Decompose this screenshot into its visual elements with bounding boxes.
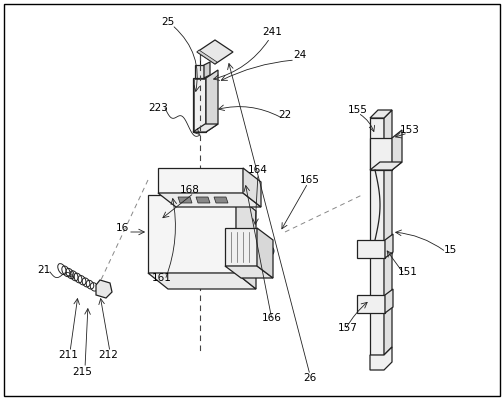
Polygon shape (195, 65, 204, 78)
Text: 24: 24 (293, 50, 306, 60)
Text: 211: 211 (58, 350, 78, 360)
Text: 168: 168 (180, 185, 200, 195)
Text: 164: 164 (248, 165, 268, 175)
Text: 161: 161 (152, 273, 172, 283)
Polygon shape (392, 130, 402, 170)
Polygon shape (357, 295, 385, 313)
Text: 215: 215 (72, 367, 92, 377)
Text: 223: 223 (148, 103, 168, 113)
Polygon shape (204, 62, 210, 78)
Text: 22: 22 (278, 110, 292, 120)
Text: 155: 155 (348, 105, 368, 115)
Polygon shape (96, 280, 112, 298)
Polygon shape (148, 273, 256, 289)
Polygon shape (206, 70, 218, 132)
Ellipse shape (264, 246, 274, 256)
Polygon shape (178, 197, 192, 203)
Text: 15: 15 (444, 245, 457, 255)
Text: 151: 151 (398, 267, 418, 277)
Text: 212: 212 (98, 350, 118, 360)
Polygon shape (370, 138, 392, 170)
Polygon shape (257, 228, 273, 278)
Polygon shape (214, 197, 228, 203)
Polygon shape (197, 40, 233, 64)
Polygon shape (370, 118, 384, 355)
Polygon shape (193, 78, 206, 132)
Text: 166: 166 (262, 313, 282, 323)
Polygon shape (148, 195, 236, 273)
Text: 165: 165 (300, 175, 320, 185)
Polygon shape (370, 162, 402, 170)
Polygon shape (196, 197, 210, 203)
Text: 153: 153 (400, 125, 420, 135)
Text: 157: 157 (338, 323, 358, 333)
Polygon shape (236, 195, 256, 289)
Polygon shape (385, 289, 393, 313)
Polygon shape (384, 110, 392, 355)
Polygon shape (370, 347, 392, 370)
Polygon shape (225, 266, 273, 278)
Polygon shape (370, 110, 392, 118)
Text: 241: 241 (262, 27, 282, 37)
Polygon shape (158, 168, 243, 193)
Polygon shape (385, 234, 393, 258)
Polygon shape (225, 228, 257, 266)
Text: 26: 26 (303, 373, 317, 383)
Text: 16: 16 (115, 223, 129, 233)
Polygon shape (158, 193, 261, 207)
Polygon shape (197, 50, 217, 64)
Polygon shape (193, 124, 218, 132)
Polygon shape (243, 168, 261, 207)
Text: 21: 21 (37, 265, 50, 275)
Polygon shape (357, 240, 385, 258)
Text: 25: 25 (161, 17, 174, 27)
